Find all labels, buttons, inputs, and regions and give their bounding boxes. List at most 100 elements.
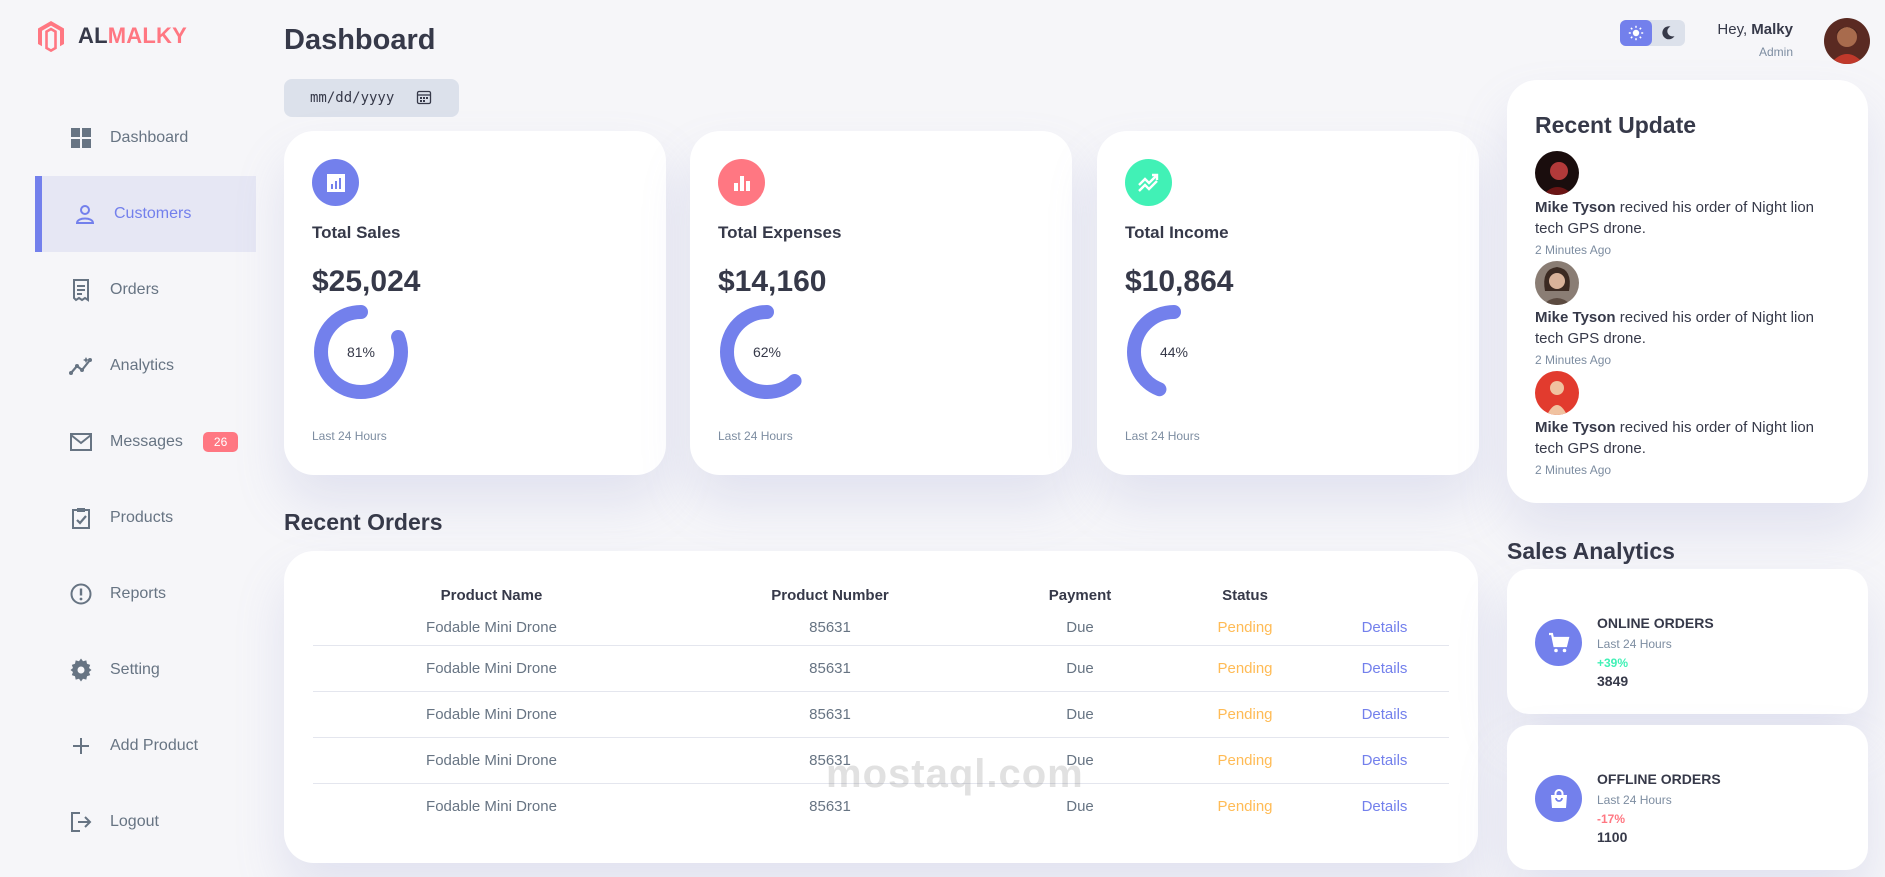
dark-mode-button[interactable]: [1652, 20, 1684, 46]
column-header: Product Name: [440, 586, 543, 604]
update-message: recived his order of Night lion tech GPS…: [1535, 419, 1815, 457]
product-name: Fodable Mini Drone: [313, 611, 670, 646]
product-number: 85631: [670, 611, 990, 646]
update-item: Mike Tyson recived his order of Night li…: [1535, 261, 1840, 367]
insight-card-income: Total Income $10,864 44% Last 24 Hours: [1097, 131, 1479, 475]
offline-orders-card: OFFLINE ORDERS Last 24 Hours -17% 1100: [1507, 725, 1868, 870]
update-time: 2 Minutes Ago: [1535, 353, 1612, 367]
status: Pending: [1217, 797, 1273, 815]
sidebar-item-dashboard[interactable]: Dashboard: [35, 100, 256, 176]
payment: Due: [990, 737, 1170, 784]
insight-footer: Last 24 Hours: [1125, 429, 1200, 443]
product-name: Fodable Mini Drone: [313, 737, 670, 784]
update-text: Mike Tyson recived his order of Night li…: [1535, 417, 1840, 459]
brand-name-part1: AL: [78, 23, 108, 48]
sales-analytics-title: Sales Analytics: [1507, 538, 1675, 564]
grid-icon: [68, 125, 94, 151]
sidebar-item-label: Reports: [110, 585, 167, 602]
sales-card-title: ONLINE ORDERS: [1597, 615, 1714, 631]
insight-card-expenses: Total Expenses $14,160 62% Last 24 Hours: [690, 131, 1072, 475]
sidebar-item-orders[interactable]: Orders: [35, 252, 256, 328]
details-link[interactable]: Details: [1320, 611, 1449, 646]
gear-icon: [68, 657, 94, 683]
sales-card-change: -17%: [1597, 812, 1626, 826]
progress-arc: [720, 305, 814, 399]
mail-icon: [68, 429, 94, 455]
status: Pending: [1170, 645, 1320, 692]
details-link[interactable]: Details: [1361, 797, 1408, 815]
update-text: Mike Tyson recived his order of Night li…: [1535, 197, 1840, 239]
details-link[interactable]: Details: [1320, 691, 1449, 738]
logout-icon: [68, 809, 94, 835]
progress-percent: 81%: [346, 344, 376, 360]
brand-name-part2: MALKY: [107, 23, 187, 48]
update-user-name: Mike Tyson: [1535, 199, 1616, 216]
insight-value: $10,864: [1125, 265, 1234, 298]
product-name: Fodable Mini Drone: [313, 645, 670, 692]
bar-chart-icon: [718, 159, 765, 206]
date-input[interactable]: mm/dd/yyyy: [284, 79, 459, 117]
update-item: Mike Tyson recived his order of Night li…: [1535, 371, 1840, 477]
sidebar-item-products[interactable]: Products: [35, 480, 256, 556]
recent-updates-title: Recent Update: [1535, 112, 1697, 138]
details-link[interactable]: Details: [1320, 737, 1449, 784]
report-icon: [68, 581, 94, 607]
sidebar-item-messages[interactable]: Messages 26: [35, 404, 256, 480]
sales-card-subtitle: Last 24 Hours: [1597, 637, 1672, 651]
payment: Due: [1066, 797, 1094, 815]
update-user-name: Mike Tyson: [1535, 309, 1616, 326]
table-row: Fodable Mini Drone 85631 Due Pending Det…: [313, 611, 1449, 646]
payment: Due: [990, 691, 1170, 738]
sales-card-value: 1100: [1597, 829, 1628, 845]
sidebar-item-logout[interactable]: Logout: [35, 784, 256, 860]
sidebar-item-label: Orders: [110, 281, 159, 298]
cart-icon: [1535, 619, 1582, 666]
inventory-icon: [68, 505, 94, 531]
recent-updates-panel: Recent Update Mike Tyson recived his ord…: [1507, 80, 1868, 503]
brand-logo[interactable]: ALMALKY: [36, 20, 187, 52]
avatar: [1535, 371, 1579, 415]
update-text: Mike Tyson recived his order of Night li…: [1535, 307, 1840, 349]
online-orders-card: ONLINE ORDERS Last 24 Hours +39% 3849: [1507, 569, 1868, 714]
sidebar-item-label: Add Product: [110, 737, 199, 754]
stocks-icon: [1125, 159, 1172, 206]
update-message: recived his order of Night lion tech GPS…: [1535, 199, 1815, 237]
details-link[interactable]: Details: [1320, 645, 1449, 692]
column-header: Status: [1222, 586, 1268, 604]
analytics-icon: [312, 159, 359, 206]
product-number: 85631: [670, 645, 990, 692]
sales-card-title: OFFLINE ORDERS: [1597, 771, 1721, 787]
status: Pending: [1170, 737, 1320, 784]
insight-value: $14,160: [718, 265, 827, 298]
payment: Due: [990, 645, 1170, 692]
product-name: Fodable Mini Drone: [426, 797, 557, 815]
calendar-icon[interactable]: [416, 89, 432, 105]
logo-icon: [38, 21, 64, 52]
receipt-icon: [68, 277, 94, 303]
messages-count-badge: 26: [202, 432, 239, 452]
update-time: 2 Minutes Ago: [1535, 463, 1612, 477]
sidebar-item-label: Messages: [110, 433, 183, 450]
update-message: recived his order of Night lion tech GPS…: [1535, 309, 1815, 347]
sidebar-item-add-product[interactable]: Add Product: [35, 708, 256, 784]
avatar[interactable]: [1824, 18, 1870, 64]
insight-label: Total Sales: [312, 223, 401, 242]
table-row: Fodable Mini Drone 85631 Due Pending Det…: [313, 645, 1449, 692]
sidebar-item-analytics[interactable]: Analytics: [35, 328, 256, 404]
avatar: [1535, 151, 1579, 195]
sidebar-item-label: Customers: [114, 205, 192, 222]
date-input-placeholder: mm/dd/yyyy: [310, 90, 395, 106]
brand-name: ALMALKY: [78, 23, 187, 49]
light-mode-button[interactable]: [1620, 20, 1652, 46]
sidebar-item-customers[interactable]: Customers: [35, 176, 256, 252]
plus-icon: [68, 733, 94, 759]
table-row: Fodable Mini Drone 85631 Due Pending Det…: [313, 737, 1449, 784]
recent-orders-table: Product Name Product Number Payment Stat…: [284, 551, 1478, 863]
payment: Due: [990, 611, 1170, 646]
sidebar-item-setting[interactable]: Setting: [35, 632, 256, 708]
user-role: Admin: [1758, 45, 1793, 59]
watermark: mostaql.com: [826, 752, 1084, 796]
insight-label: Total Income: [1125, 223, 1229, 242]
theme-toggle[interactable]: [1620, 20, 1685, 46]
sidebar-item-reports[interactable]: Reports: [35, 556, 256, 632]
